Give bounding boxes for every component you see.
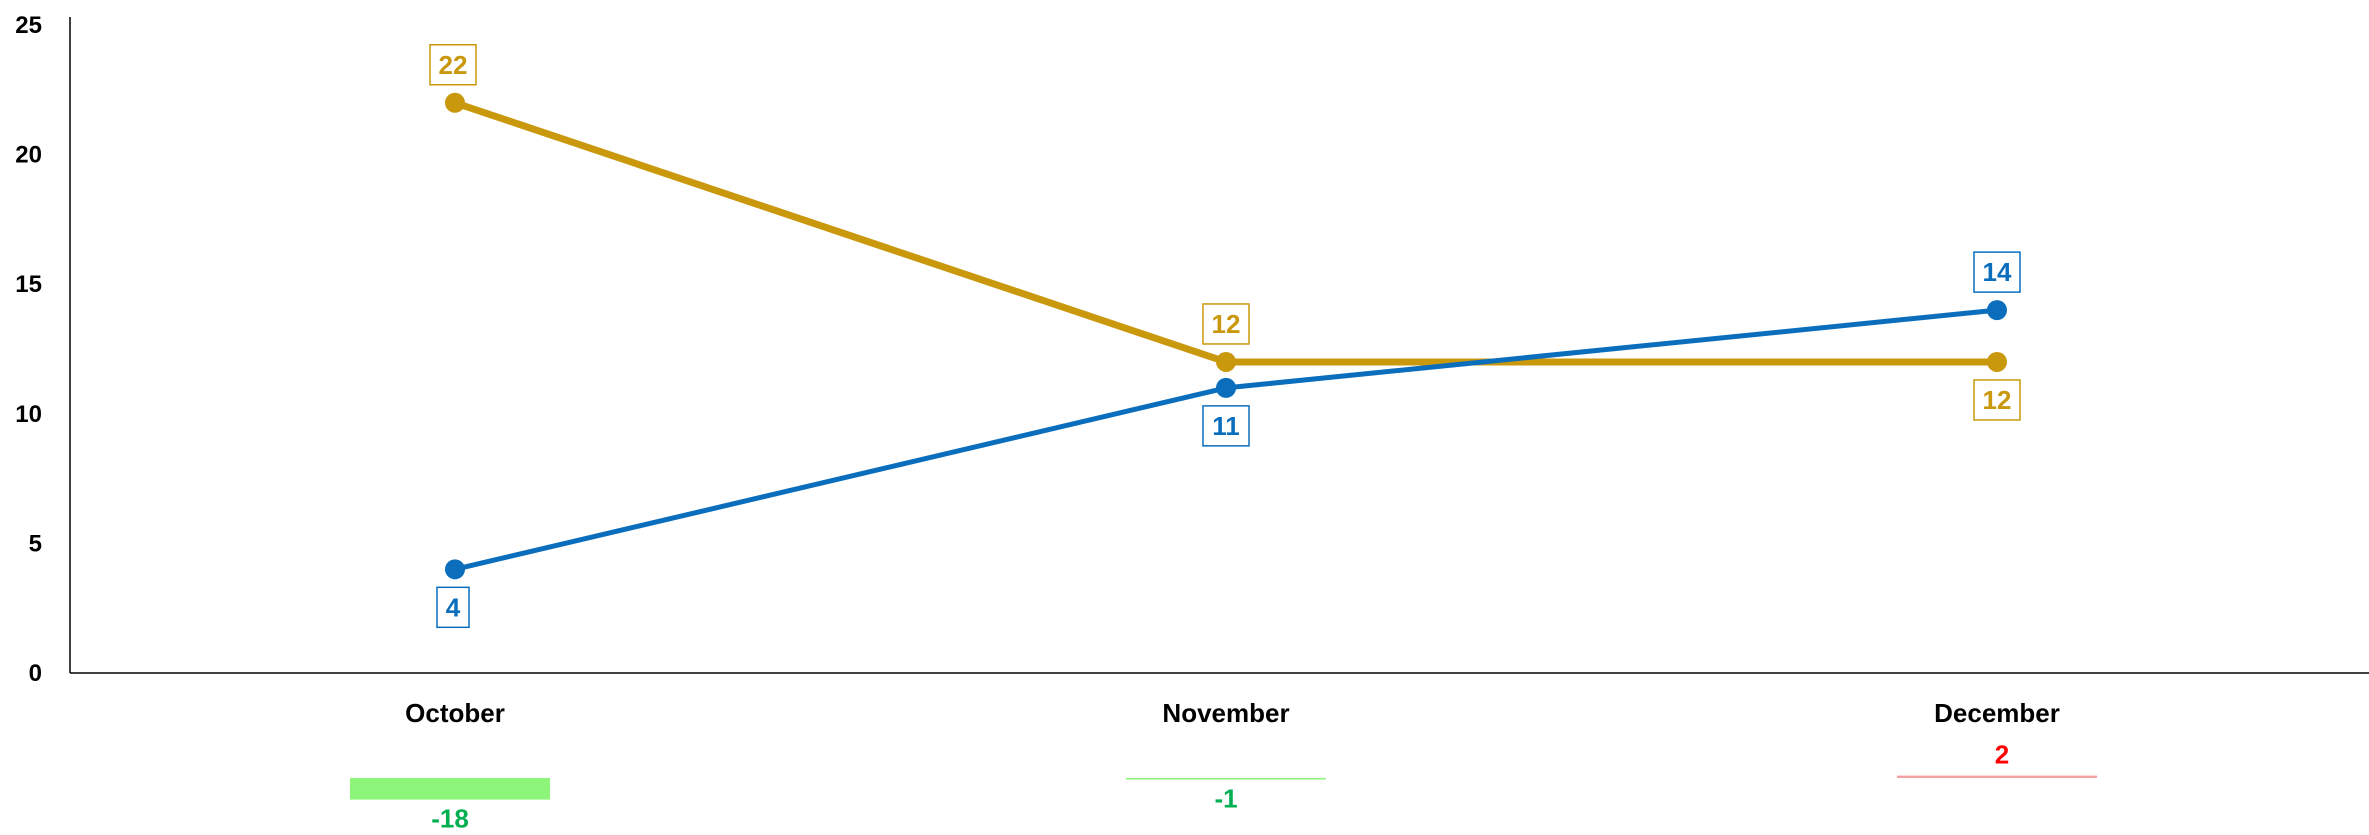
variance-row: -18 -1 2 bbox=[350, 740, 2097, 834]
axes bbox=[69, 17, 2369, 674]
y-axis-ticks: 0 5 10 15 20 25 bbox=[15, 12, 42, 687]
data-label-box bbox=[436, 586, 470, 629]
y-tick-label: 20 bbox=[15, 142, 42, 169]
x-category-label: October bbox=[405, 698, 505, 728]
x-axis-categories: October November December bbox=[405, 698, 2060, 728]
data-label-box bbox=[1973, 251, 2021, 293]
data-label: 22 bbox=[429, 44, 477, 86]
data-label-text: 14 bbox=[1983, 257, 2012, 287]
y-tick-label: 0 bbox=[29, 660, 42, 687]
y-tick-label: 10 bbox=[15, 401, 42, 428]
data-label: 12 bbox=[1202, 303, 1250, 345]
data-label-text: 12 bbox=[1983, 385, 2012, 415]
data-label-text: 12 bbox=[1212, 309, 1241, 339]
data-label: 14 bbox=[1973, 251, 2021, 293]
data-label: 4 bbox=[436, 586, 470, 629]
data-labels: 22 12 12 4 11 14 bbox=[429, 44, 2021, 629]
data-point bbox=[1216, 351, 1236, 372]
data-point bbox=[1216, 377, 1236, 398]
variance-label: -1 bbox=[1214, 784, 1237, 814]
data-label-box bbox=[1973, 379, 2021, 421]
data-label-text: 11 bbox=[1212, 411, 1240, 441]
data-label: 12 bbox=[1973, 379, 2021, 421]
series-points bbox=[445, 92, 2007, 580]
data-point bbox=[1987, 300, 2007, 321]
data-label-box bbox=[1202, 405, 1250, 447]
data-point bbox=[445, 559, 465, 580]
data-label-text: 22 bbox=[439, 50, 468, 80]
x-category-label: November bbox=[1162, 698, 1289, 728]
data-point bbox=[445, 92, 465, 113]
variance-label: -18 bbox=[431, 804, 469, 834]
y-tick-label: 5 bbox=[29, 530, 42, 557]
y-tick-label: 15 bbox=[15, 271, 42, 298]
variance-bar bbox=[1126, 778, 1326, 780]
x-category-label: December bbox=[1934, 698, 2060, 728]
data-label: 11 bbox=[1202, 405, 1250, 447]
data-label-box bbox=[1202, 303, 1250, 345]
variance-bar bbox=[350, 778, 550, 800]
y-tick-label: 25 bbox=[15, 12, 42, 39]
variance-label: 2 bbox=[1995, 740, 2009, 770]
data-label-box bbox=[429, 44, 477, 86]
data-point bbox=[1987, 351, 2007, 372]
variance-bar bbox=[1897, 775, 2097, 778]
data-label-text: 4 bbox=[446, 592, 461, 622]
